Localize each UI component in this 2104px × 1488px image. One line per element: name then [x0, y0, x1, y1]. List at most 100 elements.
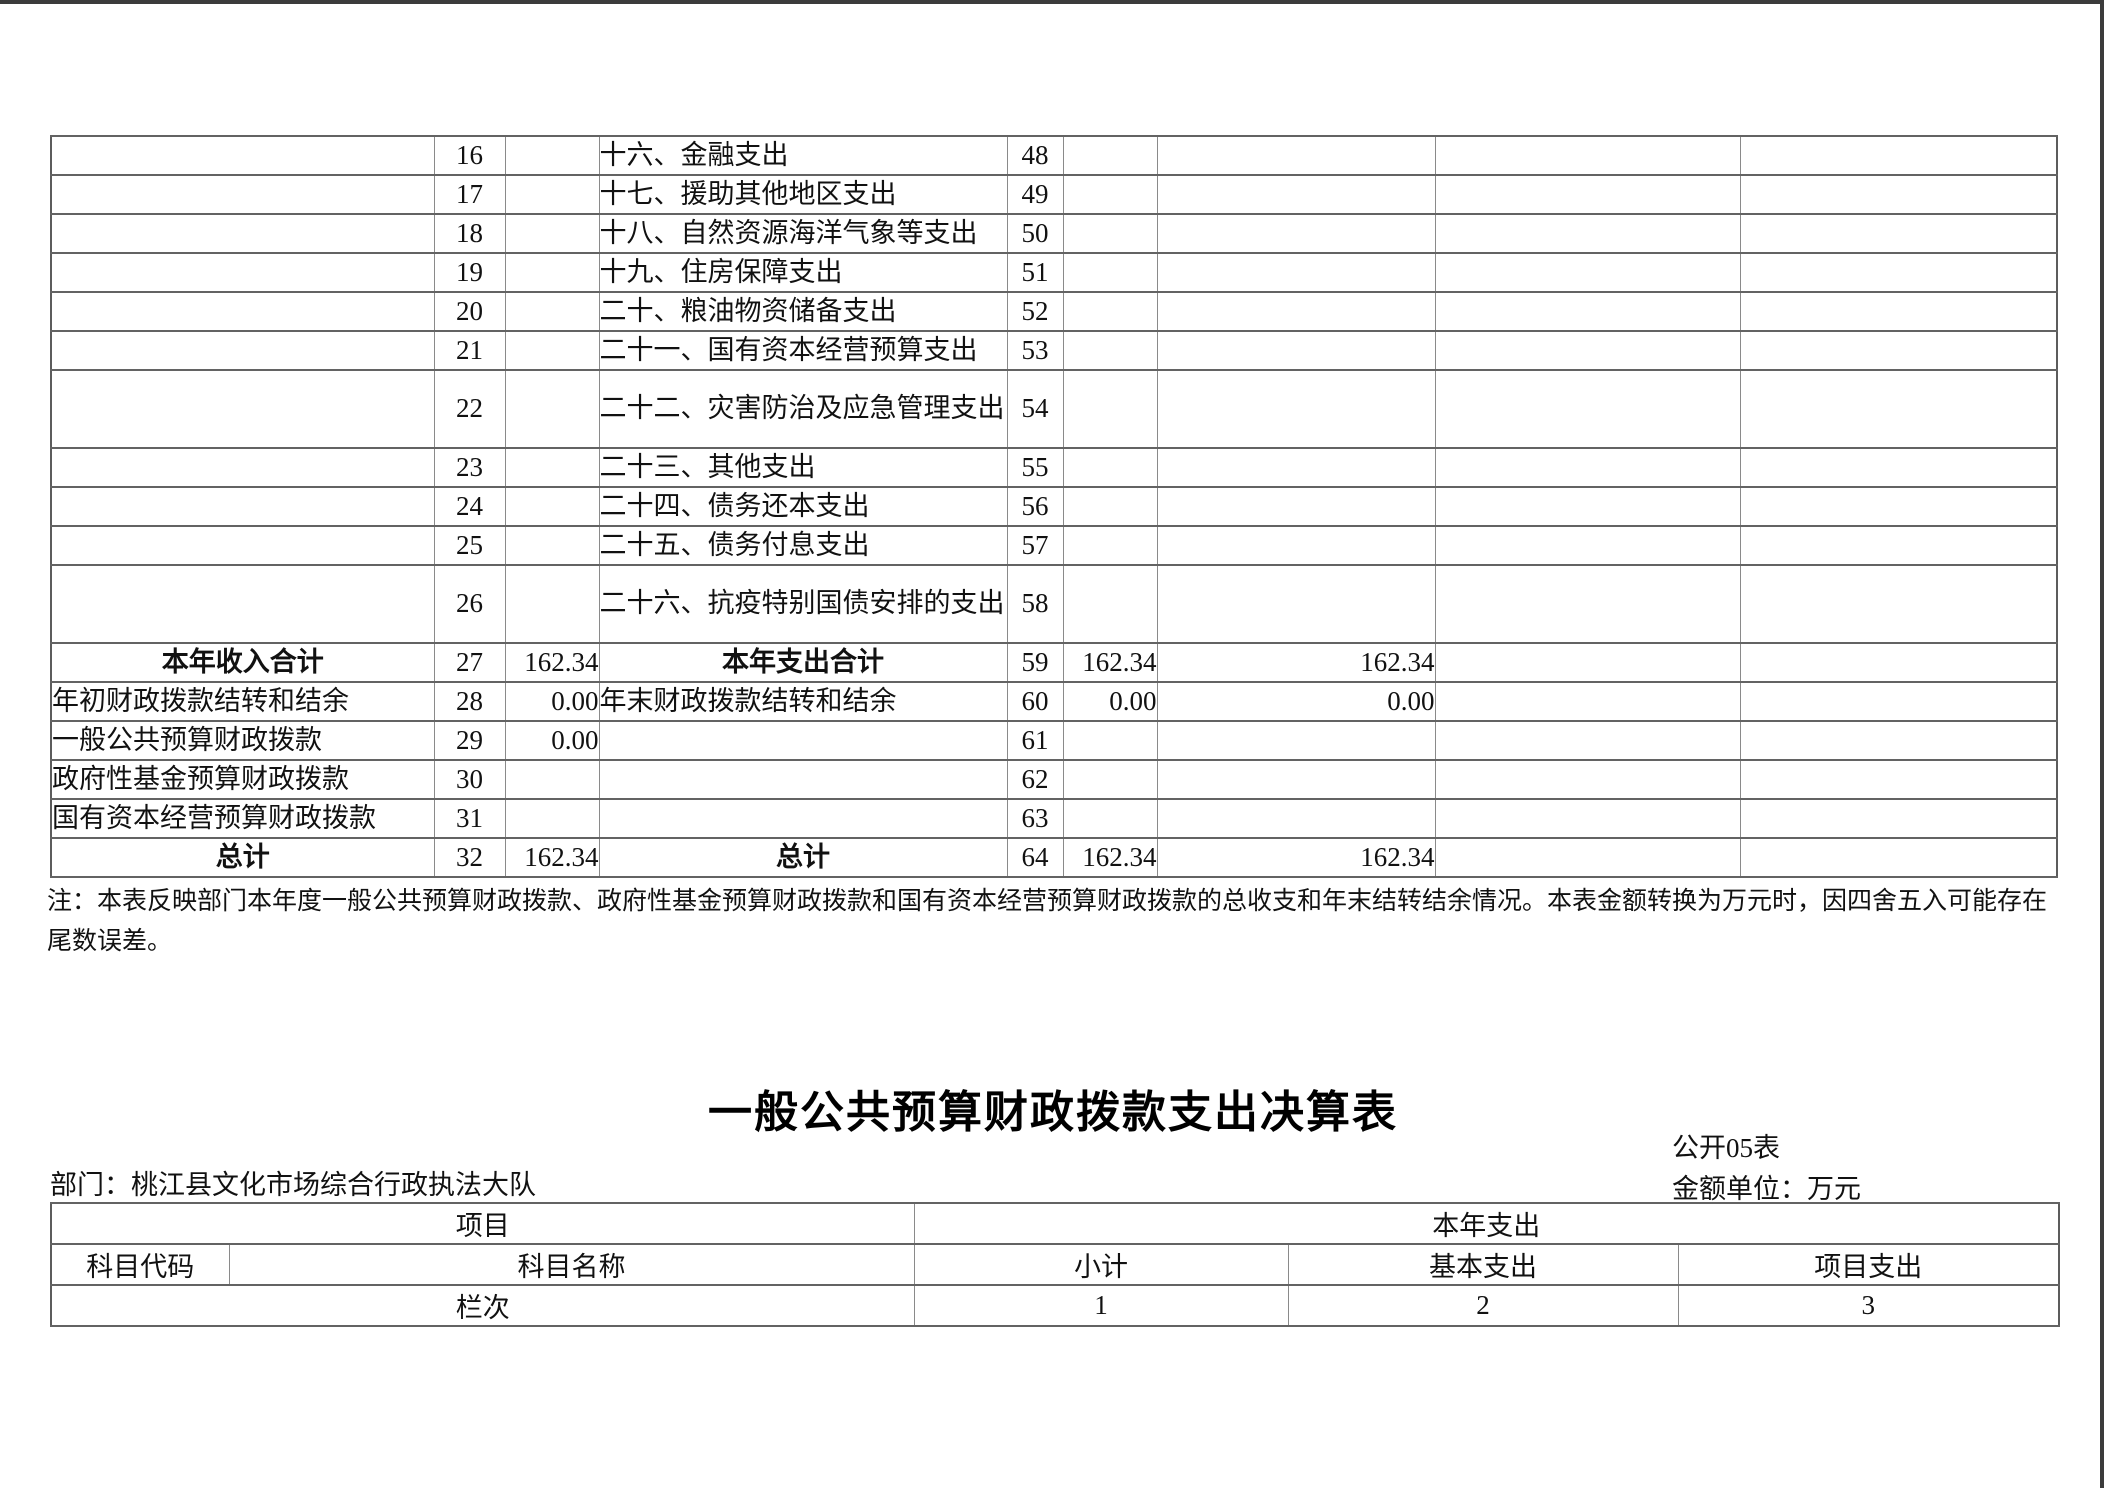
page-top-border [0, 0, 2104, 4]
row-number-right: 57 [1006, 525, 1064, 566]
footnote-line-2: 尾数误差。 [47, 928, 173, 955]
row-value-d [1739, 174, 2058, 215]
row-label-right: 二十二、灾害防治及应急管理支出 [598, 369, 1008, 449]
row-value-b [1156, 252, 1436, 293]
row-value-a [1062, 330, 1158, 371]
row-value-c [1434, 759, 1741, 800]
row-value-left [504, 525, 600, 566]
row-value-left [504, 213, 600, 254]
row-label-right: 二十四、债务还本支出 [598, 486, 1008, 527]
row-number-left: 29 [433, 720, 506, 761]
row-value-left [504, 135, 600, 176]
row-value-c [1434, 447, 1741, 488]
row-number-left: 16 [433, 135, 506, 176]
table-meta: 公开05表 金额单位：万元 [1672, 1128, 1861, 1210]
row-value-a [1062, 798, 1158, 839]
row-label-right: 本年支出合计 [598, 642, 1008, 683]
row-value-d [1739, 564, 2058, 644]
summary-table-row: 总计 32 162.34 总计 64 162.34 162.34 [50, 837, 2058, 878]
row-value-b [1156, 486, 1436, 527]
row-value-left [504, 759, 600, 800]
row-number-left: 21 [433, 330, 506, 371]
column-index-label-cell: 栏次 [50, 1284, 915, 1327]
row-value-a: 162.34 [1062, 837, 1158, 878]
row-number-left: 28 [433, 681, 506, 722]
row-number-right: 62 [1006, 759, 1064, 800]
row-value-b [1156, 798, 1436, 839]
row-number-left: 30 [433, 759, 506, 800]
row-number-right: 51 [1006, 252, 1064, 293]
row-value-left [504, 252, 600, 293]
row-value-b: 0.00 [1156, 681, 1436, 722]
row-number-right: 52 [1006, 291, 1064, 332]
row-number-right: 64 [1006, 837, 1064, 878]
row-number-right: 63 [1006, 798, 1064, 839]
row-value-left: 0.00 [504, 681, 600, 722]
subject-name-header-cell: 科目名称 [228, 1243, 915, 1286]
row-value-c [1434, 525, 1741, 566]
row-value-c [1434, 681, 1741, 722]
row-value-c [1434, 174, 1741, 215]
row-value-left [504, 369, 600, 449]
row-value-left [504, 564, 600, 644]
summary-table-row: 24 二十四、债务还本支出 56 [50, 486, 2058, 527]
row-value-d [1739, 252, 2058, 293]
row-label-right: 十六、金融支出 [598, 135, 1008, 176]
summary-table-row: 18 十八、自然资源海洋气象等支出 50 [50, 213, 2058, 254]
summary-table-row: 22 二十二、灾害防治及应急管理支出 54 [50, 369, 2058, 449]
row-value-c [1434, 213, 1741, 254]
project-header-cell: 项目 [50, 1202, 915, 1245]
row-value-b [1156, 291, 1436, 332]
row-value-left: 0.00 [504, 720, 600, 761]
summary-table-row: 20 二十、粮油物资储备支出 52 [50, 291, 2058, 332]
row-value-d [1739, 447, 2058, 488]
summary-table-row: 26 二十六、抗疫特别国债安排的支出 58 [50, 564, 2058, 644]
row-value-left [504, 447, 600, 488]
row-value-d [1739, 369, 2058, 449]
row-value-d [1739, 525, 2058, 566]
row-label-left: 总计 [50, 837, 435, 878]
row-value-b [1156, 447, 1436, 488]
row-label-right: 二十、粮油物资储备支出 [598, 291, 1008, 332]
row-value-a [1062, 369, 1158, 449]
row-label-left [50, 369, 435, 449]
row-label-left [50, 486, 435, 527]
row-value-left: 162.34 [504, 642, 600, 683]
row-value-d [1739, 291, 2058, 332]
row-value-b [1156, 135, 1436, 176]
row-number-right: 48 [1006, 135, 1064, 176]
row-value-d [1739, 330, 2058, 371]
row-value-c [1434, 291, 1741, 332]
row-value-b [1156, 525, 1436, 566]
row-value-c [1434, 720, 1741, 761]
row-label-left [50, 330, 435, 371]
summary-table-row: 16 十六、金融支出 48 [50, 135, 2058, 176]
row-value-c [1434, 330, 1741, 371]
row-number-right: 53 [1006, 330, 1064, 371]
income-expenditure-summary-table: 16 十六、金融支出 48 17 十七、援助其他地区支出 49 18 十八、自然资源海洋气象等… [50, 135, 2058, 878]
expenditure-table-title: 一般公共预算财政拨款支出决算表 [708, 1088, 1398, 1137]
summary-table-row: 17 十七、援助其他地区支出 49 [50, 174, 2058, 215]
row-value-a: 162.34 [1062, 642, 1158, 683]
row-label-left [50, 447, 435, 488]
row-label-right [598, 798, 1008, 839]
row-number-left: 32 [433, 837, 506, 878]
row-label-left [50, 252, 435, 293]
row-number-left: 27 [433, 642, 506, 683]
row-value-c [1434, 252, 1741, 293]
row-label-right: 二十五、债务付息支出 [598, 525, 1008, 566]
row-number-left: 25 [433, 525, 506, 566]
row-value-d [1739, 720, 2058, 761]
row-label-left [50, 174, 435, 215]
row-value-b [1156, 213, 1436, 254]
summary-table-row: 政府性基金预算财政拨款 30 62 [50, 759, 2058, 800]
row-value-left [504, 330, 600, 371]
row-number-right: 58 [1006, 564, 1064, 644]
expenditure-detail-header-table: 项目 本年支出 科目代码 科目名称 小计 基本支出 项目支出 栏次 1 2 3 [50, 1202, 2060, 1327]
summary-table-body: 16 十六、金融支出 48 17 十七、援助其他地区支出 49 18 十八、自然资源海洋气象等… [50, 135, 2058, 878]
row-label-right: 二十三、其他支出 [598, 447, 1008, 488]
row-label-left [50, 564, 435, 644]
table-code-label: 公开05表 [1672, 1133, 1780, 1163]
row-number-right: 60 [1006, 681, 1064, 722]
row-value-d [1739, 486, 2058, 527]
